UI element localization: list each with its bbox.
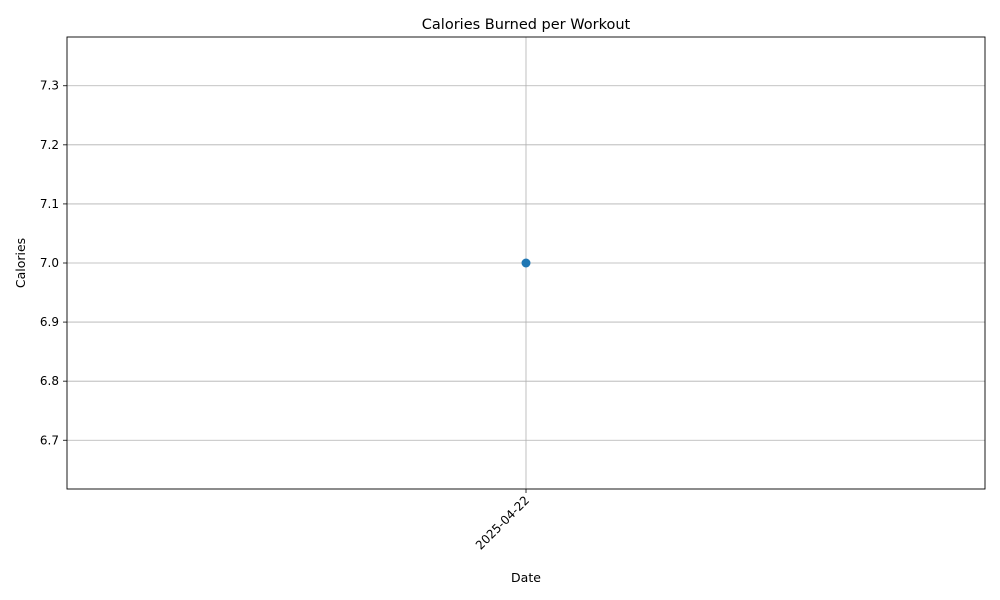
y-tick-label: 7.1 bbox=[40, 197, 59, 211]
y-tick-label: 7.3 bbox=[40, 79, 59, 93]
y-tick-label: 7.0 bbox=[40, 256, 59, 270]
y-tick-label: 6.8 bbox=[40, 374, 59, 388]
y-tick-label: 7.2 bbox=[40, 138, 59, 152]
y-tick-label: 6.9 bbox=[40, 315, 59, 329]
data-point bbox=[521, 258, 531, 268]
x-axis-label: Date bbox=[511, 570, 541, 585]
series-layer bbox=[521, 258, 531, 268]
grid-layer bbox=[67, 37, 985, 489]
chart-title: Calories Burned per Workout bbox=[422, 17, 631, 33]
y-axis-label: Calories bbox=[13, 238, 28, 288]
ticks-layer: 6.7 6.8 6.9 7.0 7.1 7.2 7.3 2025-04-22 bbox=[40, 79, 532, 553]
y-tick-label: 6.7 bbox=[40, 433, 59, 447]
x-tick-label: 2025-04-22 bbox=[473, 493, 532, 552]
